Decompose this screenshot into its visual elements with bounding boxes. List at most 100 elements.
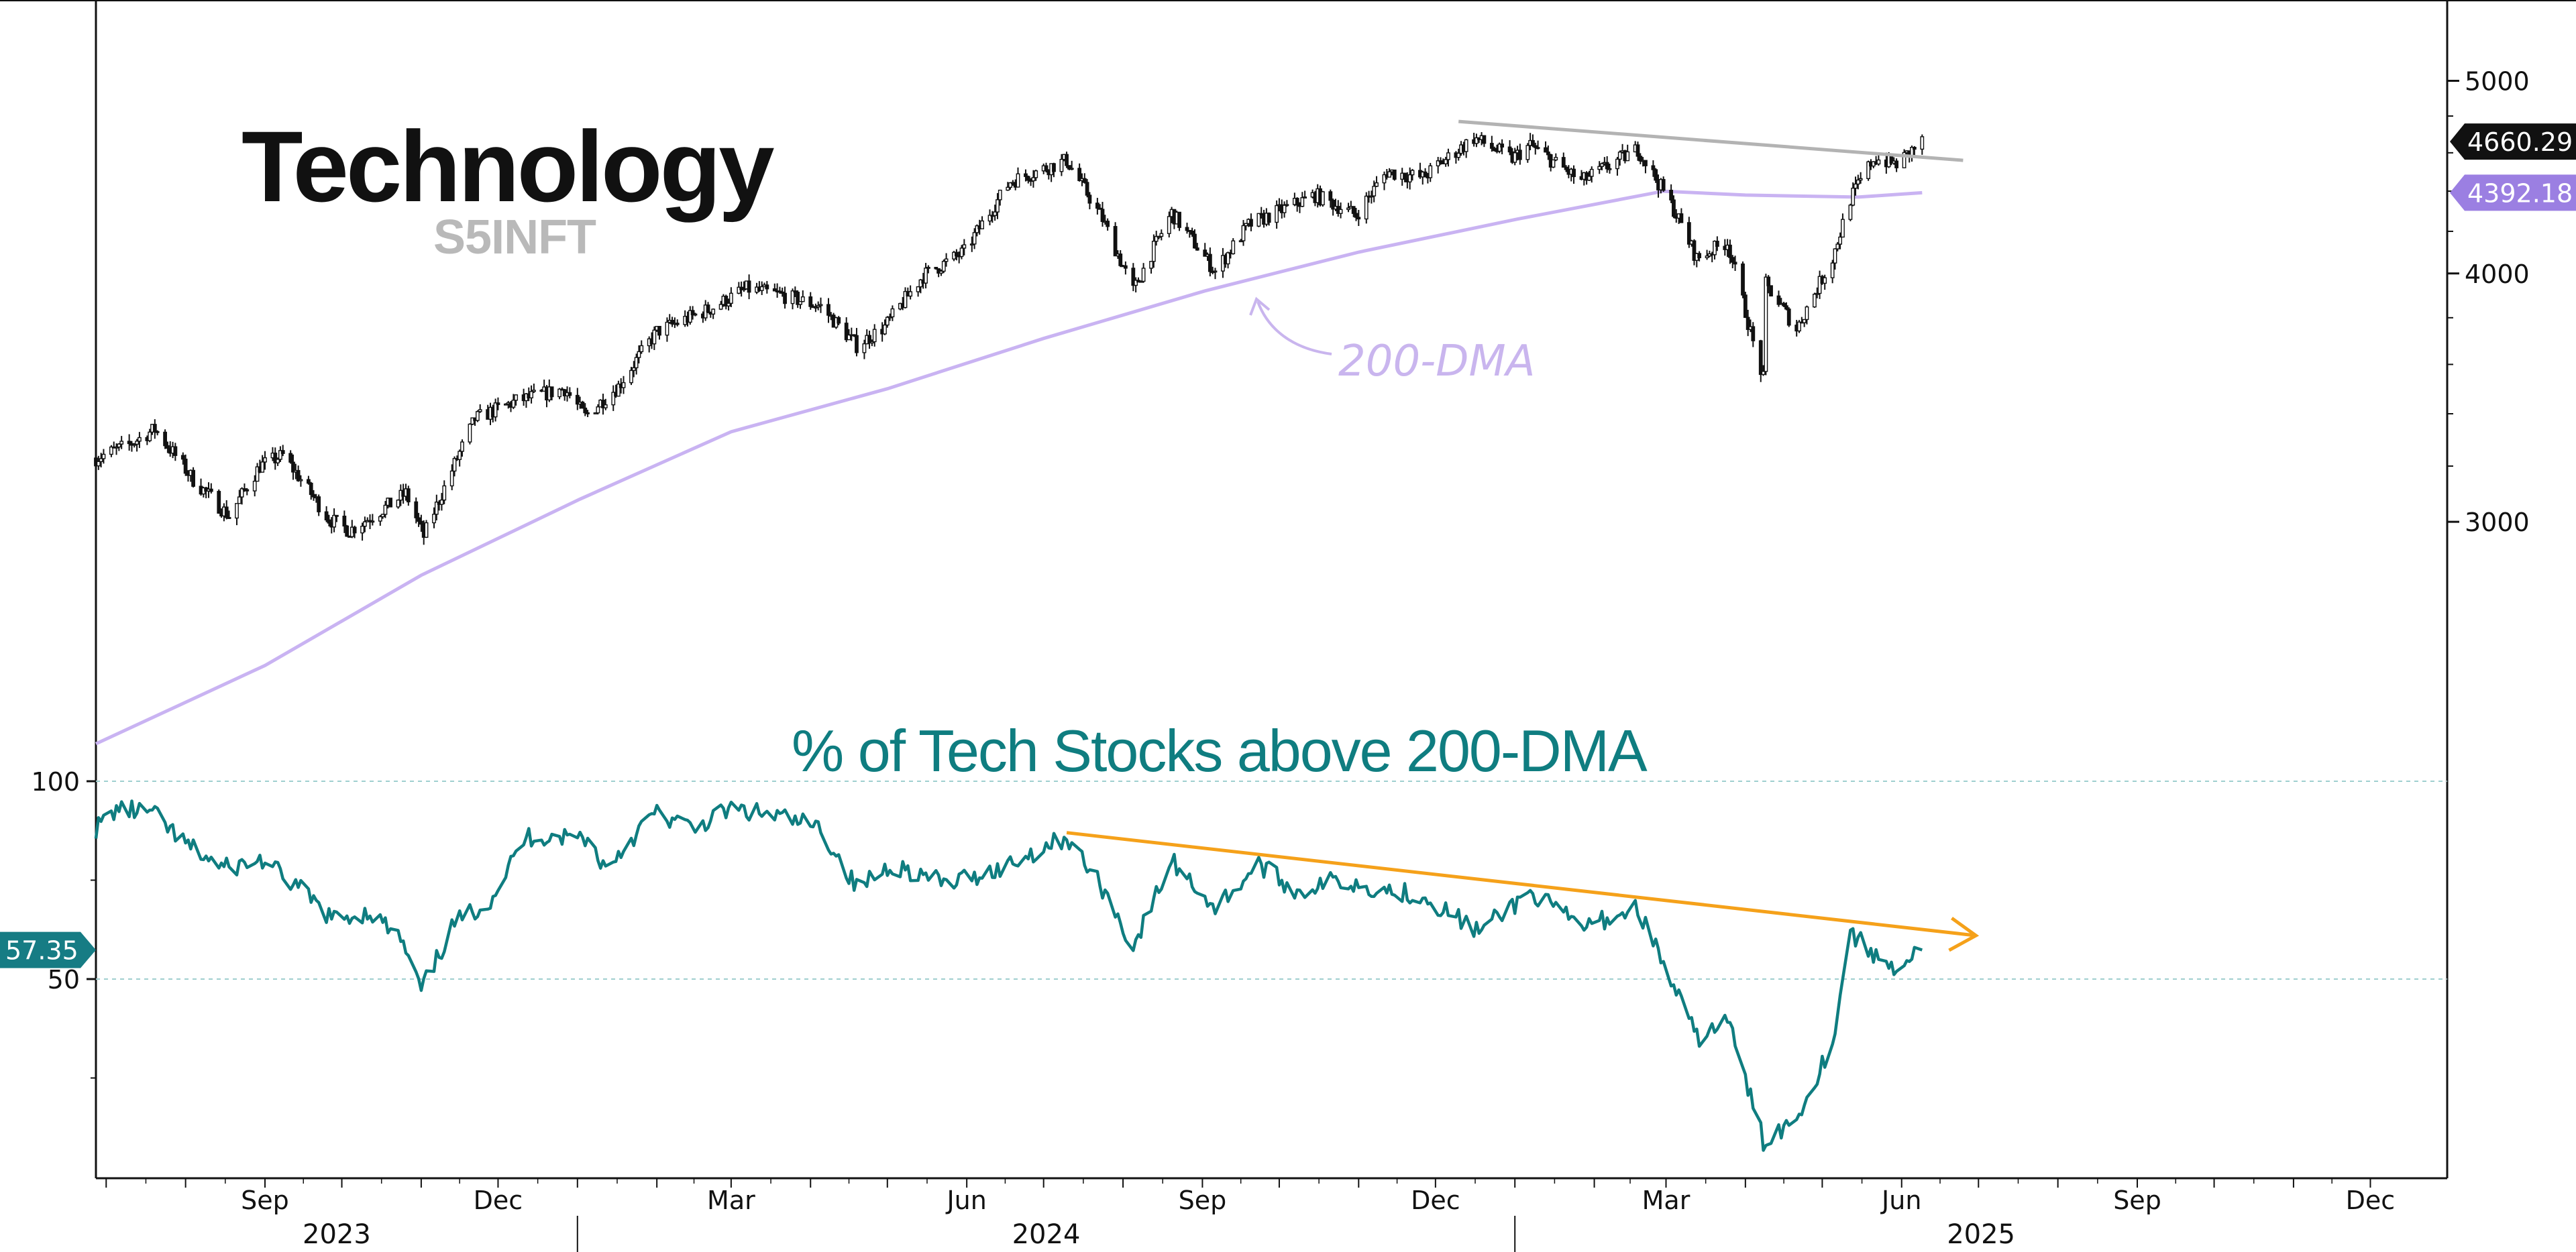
month-label: Dec	[1411, 1186, 1460, 1215]
candle-body	[639, 345, 644, 353]
candle-body	[514, 394, 519, 401]
candle-body	[837, 317, 841, 324]
candle-body	[908, 291, 913, 297]
candle-body	[1866, 161, 1871, 179]
candle-body	[1059, 158, 1064, 172]
candle-body	[629, 369, 633, 384]
candle-body	[1238, 240, 1243, 243]
candle-body	[1728, 244, 1732, 258]
candle-body	[227, 517, 231, 519]
candle-body	[442, 485, 447, 501]
candle-body	[380, 514, 385, 518]
breadth-trendline-arrowhead	[1948, 917, 1980, 952]
breadth-series	[94, 799, 1923, 1152]
candle-body	[1679, 213, 1684, 223]
candle-body	[311, 494, 316, 498]
candle-body	[549, 386, 554, 398]
candle-body	[209, 488, 213, 492]
candle-body	[414, 501, 419, 518]
candle-body	[729, 292, 733, 304]
candle-body	[1797, 321, 1801, 332]
candle-body	[1830, 262, 1835, 278]
candle-body	[593, 412, 598, 414]
candle-body	[1764, 276, 1768, 372]
candle-body	[470, 417, 475, 425]
candle-body	[239, 488, 244, 498]
month-label: Dec	[2346, 1186, 2396, 1215]
price-ytick-label: 3000	[2465, 508, 2530, 537]
candle-body	[1517, 150, 1522, 160]
candle-body	[163, 431, 167, 447]
candle-body	[1697, 253, 1702, 258]
candle-body	[675, 323, 680, 325]
candle-body	[383, 504, 388, 515]
candle-body	[1118, 253, 1123, 266]
candle-body	[1320, 191, 1325, 206]
candle-body	[1407, 174, 1412, 182]
breadth-ytick-label: 100	[31, 767, 80, 797]
candle-body	[1157, 235, 1161, 238]
candle-body	[1733, 262, 1737, 265]
price-ytick-label: 4000	[2465, 260, 2530, 289]
candle-body	[998, 189, 1002, 201]
candle-body	[1177, 211, 1181, 228]
candle-body	[1387, 171, 1392, 178]
candle-body	[180, 455, 185, 460]
candle-body	[396, 500, 400, 508]
candle-body	[1815, 292, 1819, 295]
candle-body	[800, 296, 805, 302]
candle-body	[280, 450, 285, 454]
candle-body	[959, 247, 964, 258]
candle-body	[101, 453, 106, 459]
candle-body	[1016, 173, 1020, 188]
candle-body	[135, 441, 139, 445]
candle-body	[1195, 247, 1199, 251]
candle-body	[1835, 243, 1840, 249]
candle-body	[747, 280, 751, 293]
candle-body	[191, 469, 195, 487]
candle-body	[657, 326, 661, 336]
candle-body	[1902, 152, 1907, 168]
candle-body	[1525, 145, 1530, 160]
candle-body	[1644, 160, 1648, 166]
candle-body	[1802, 319, 1807, 323]
price-trendline	[1458, 119, 1964, 162]
candle-body	[1489, 143, 1494, 149]
candle-body	[652, 329, 657, 345]
candle-body	[252, 480, 257, 492]
candle-body	[1185, 227, 1189, 231]
candle-body	[862, 343, 867, 353]
axes: 3000 4000 5000 50 100 Sep Dec Mar Jun Sep Dec Mar Ju…	[31, 66, 2530, 1252]
candle-body	[370, 520, 375, 523]
candle-body	[793, 290, 798, 293]
candle-body	[759, 286, 764, 291]
candle-body	[1554, 157, 1558, 161]
candle-body	[1134, 280, 1138, 286]
candle-body	[1354, 213, 1358, 218]
candle-body	[529, 391, 533, 398]
candle-body	[1087, 194, 1092, 204]
candle-body	[601, 399, 605, 408]
candle-body	[1686, 222, 1691, 245]
candle-body	[1841, 219, 1845, 238]
candle-body	[1715, 241, 1719, 247]
candle-body	[327, 519, 331, 524]
candle-body	[1625, 151, 1630, 162]
candle-body	[1024, 173, 1028, 177]
plot-frame	[0, 0, 2576, 1180]
candle-body	[987, 215, 992, 222]
candle-body	[1328, 191, 1333, 201]
last-price-tag-shape	[2450, 123, 2576, 160]
candle-body	[99, 458, 103, 462]
candle-body	[1444, 159, 1448, 164]
dma-path	[95, 189, 1923, 746]
candle-body	[772, 288, 777, 292]
candle-body	[711, 308, 716, 315]
candle-body	[1356, 217, 1361, 220]
candle-body	[1331, 200, 1336, 210]
candle-body	[1912, 147, 1917, 150]
candle-body	[813, 306, 818, 308]
candle-body	[458, 451, 462, 460]
candle-body	[1338, 209, 1343, 214]
candle-body	[1303, 196, 1307, 198]
